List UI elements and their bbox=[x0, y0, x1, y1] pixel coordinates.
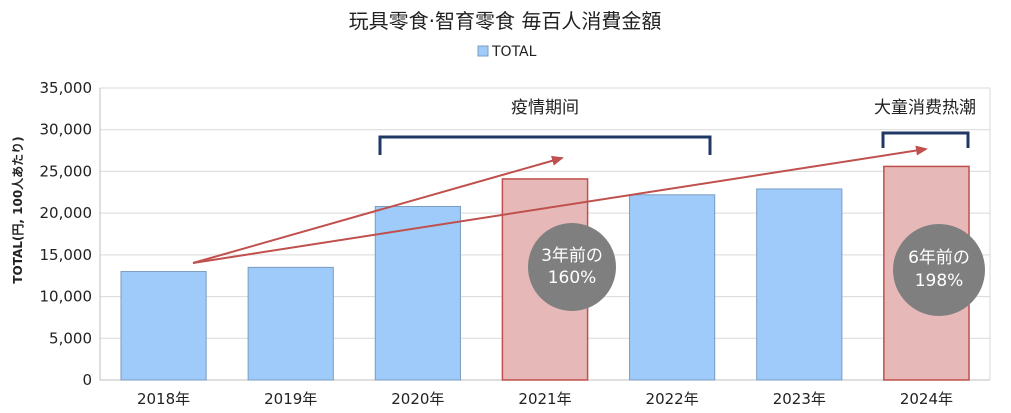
pandemic-bracket-line bbox=[378, 135, 712, 155]
y-tick-label: 25,000 bbox=[40, 162, 93, 180]
callout-2024-circle bbox=[893, 224, 985, 316]
legend: TOTAL bbox=[477, 44, 537, 60]
callout-2024: 6年前の 198% bbox=[893, 224, 985, 316]
bar-2023年 bbox=[756, 188, 843, 381]
y-axis-label: TOTAL(円, 100人あたり) bbox=[10, 136, 25, 283]
growth-arrow-2021 bbox=[192, 155, 564, 264]
consumption-bracket-line bbox=[881, 131, 970, 148]
x-tick-label: 2021年 bbox=[518, 390, 571, 408]
x-tick-label: 2022年 bbox=[646, 390, 699, 408]
callout-2021-line2: 160% bbox=[548, 268, 597, 288]
callout-2024-line2: 198% bbox=[915, 271, 964, 291]
y-axis-ticks: 0 5,000 10,000 15,000 20,000 25,000 30,000 35,0… bbox=[40, 79, 93, 389]
callout-2021-line1: 3年前の bbox=[541, 246, 603, 266]
callout-2021: 3年前の 160% bbox=[528, 223, 616, 311]
x-tick-label: 2018年 bbox=[137, 390, 190, 408]
consumption-bracket: 大童消费热潮 bbox=[874, 98, 976, 148]
x-axis-ticks: 2018年 2019年 2020年 2021年 2022年 2023年 2024年 bbox=[137, 390, 953, 408]
y-tick-label: 30,000 bbox=[40, 121, 93, 139]
pandemic-bracket: 疫情期间 bbox=[378, 98, 712, 155]
chart-title: 玩具零食·智育零食 毎百人消費金額 bbox=[349, 9, 662, 33]
callout-2021-circle bbox=[528, 223, 616, 311]
bar-2019年 bbox=[247, 266, 334, 381]
y-tick-label: 5,000 bbox=[49, 329, 92, 347]
y-tick-label: 20,000 bbox=[40, 204, 93, 222]
x-tick-label: 2019年 bbox=[264, 390, 317, 408]
legend-swatch bbox=[477, 45, 489, 57]
callout-2024-line1: 6年前の bbox=[908, 248, 970, 268]
growth-arrow-2024 bbox=[192, 145, 928, 264]
y-tick-label: 35,000 bbox=[40, 79, 93, 97]
y-tick-label: 0 bbox=[82, 371, 92, 389]
y-tick-label: 15,000 bbox=[40, 246, 93, 264]
consumption-label: 大童消费热潮 bbox=[874, 98, 976, 118]
legend-label: TOTAL bbox=[491, 44, 537, 60]
x-tick-label: 2023年 bbox=[773, 390, 826, 408]
y-tick-label: 10,000 bbox=[40, 288, 93, 306]
x-tick-label: 2020年 bbox=[391, 390, 444, 408]
bar-2020年 bbox=[374, 205, 461, 381]
x-tick-label: 2024年 bbox=[900, 390, 953, 408]
bar-2018年 bbox=[120, 271, 207, 381]
pandemic-label: 疫情期间 bbox=[511, 98, 579, 118]
bar-2022年 bbox=[629, 194, 716, 381]
